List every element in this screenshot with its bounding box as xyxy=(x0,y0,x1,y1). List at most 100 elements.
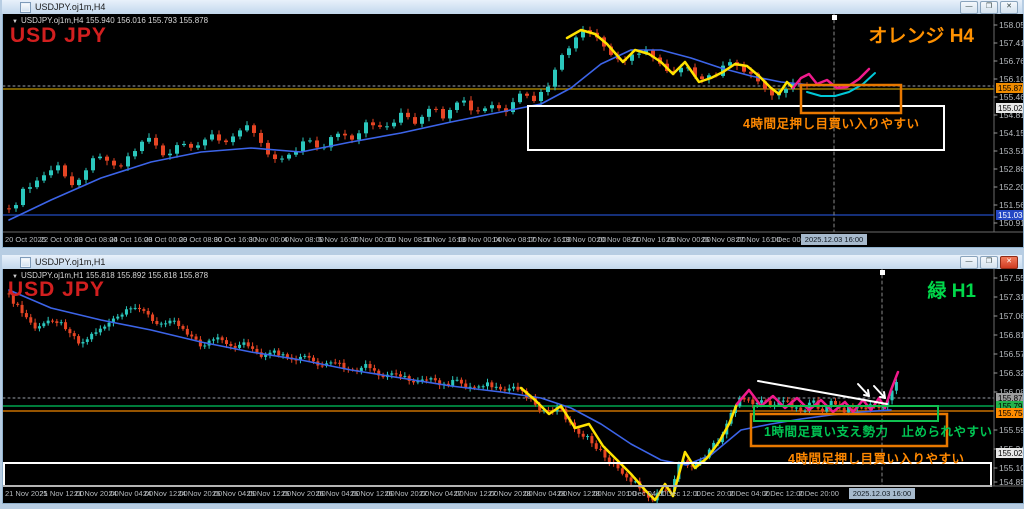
candle-down xyxy=(7,208,11,210)
candle-down xyxy=(277,350,281,356)
candle-down xyxy=(763,81,767,89)
candle-down xyxy=(64,322,68,330)
candle-up xyxy=(679,67,683,73)
candle-down xyxy=(525,93,529,96)
chart-area-h4[interactable]: 158.055 157.410 156.765 156.105 155.460 154.8… xyxy=(2,14,1024,248)
candle-up xyxy=(238,344,242,348)
candle-down xyxy=(377,370,381,376)
annotation-box[interactable] xyxy=(753,405,939,422)
candle-down xyxy=(194,336,198,340)
candle-down xyxy=(312,357,315,362)
window-titlebar-h4[interactable]: USDJPY.oj1m,H4 — ❐ ✕ xyxy=(2,0,1022,15)
price-tick-label: 156.570 xyxy=(999,349,1023,359)
candle-down xyxy=(181,326,185,329)
time-tick-label: 24 Nov 04:00 xyxy=(109,489,154,498)
candle-down xyxy=(333,362,337,364)
price-tick-label: 158.055 xyxy=(999,20,1023,30)
price-tick-label: 156.105 xyxy=(999,74,1023,84)
candle-down xyxy=(629,477,633,482)
candle-up xyxy=(694,462,698,467)
restore-button[interactable]: ❐ xyxy=(980,256,998,269)
candle-up xyxy=(894,382,898,391)
candle-down xyxy=(378,125,382,127)
time-tick-label: 1 Dec 20:00 xyxy=(695,489,735,498)
zigzag-line xyxy=(565,28,795,96)
candle-up xyxy=(216,337,220,340)
candle-down xyxy=(503,389,507,391)
candle-up xyxy=(633,481,637,483)
time-tick-label: 17 Nov 16:00 xyxy=(527,235,572,244)
time-tick-label: 2 Dec 20:00 xyxy=(799,489,839,498)
candle-down xyxy=(371,122,375,126)
time-tick-label: 21 Nov 2025 xyxy=(5,489,48,498)
time-tick-label: 14 Nov 08:00 xyxy=(492,235,537,244)
candle-down xyxy=(70,176,74,186)
chart-area-h1[interactable]: 157.555 157.310 157.060 156.815 156.570 156.3… xyxy=(2,269,1024,504)
candle-down xyxy=(577,428,581,434)
candle-up xyxy=(264,354,268,357)
close-button[interactable]: ✕ xyxy=(1000,256,1018,269)
candle-down xyxy=(469,100,473,111)
h1-candlestick-chart[interactable]: 157.555 157.310 157.060 156.815 156.570 156.3… xyxy=(3,269,1023,503)
candle-up xyxy=(416,381,420,383)
candle-down xyxy=(529,397,533,399)
candle-up xyxy=(429,378,433,380)
window-title: USDJPY.oj1m,H1 xyxy=(35,257,106,267)
candle-up xyxy=(518,93,522,103)
line-handle[interactable] xyxy=(880,270,885,275)
candle-down xyxy=(155,320,159,324)
price-level-text: 151.033 xyxy=(998,211,1023,220)
time-highlight-label xyxy=(801,234,867,245)
candle-down xyxy=(546,410,550,412)
candle-down xyxy=(413,117,417,124)
h4-candlestick-chart[interactable]: 158.055 157.410 156.765 156.105 155.460 154.8… xyxy=(3,14,1023,247)
candle-down xyxy=(63,165,67,177)
time-tick-label: 24 Nov 20:00 xyxy=(178,489,223,498)
moving-average-line xyxy=(8,289,892,466)
candle-up xyxy=(140,141,144,152)
annotation-box[interactable] xyxy=(749,412,949,448)
annotation-box[interactable] xyxy=(527,105,945,151)
candle-up xyxy=(59,322,63,324)
candle-up xyxy=(268,352,272,355)
close-button[interactable]: ✕ xyxy=(1000,1,1018,14)
candle-down xyxy=(33,322,37,329)
candle-down xyxy=(581,433,585,437)
candle-up xyxy=(298,356,302,361)
candle-up xyxy=(203,139,207,146)
candle-down xyxy=(225,340,228,344)
candle-down xyxy=(273,154,277,160)
time-tick-label: 28 Oct 00:00 xyxy=(144,235,187,244)
candle-up xyxy=(390,373,394,375)
candle-up xyxy=(81,341,85,344)
window-titlebar-h1[interactable]: USDJPY.oj1m,H1 — ❐ ✕ xyxy=(2,255,1022,270)
line-handle[interactable] xyxy=(832,15,837,20)
time-tick-label: 26 Nov 12:00 xyxy=(350,489,395,498)
candle-down xyxy=(20,304,24,314)
window-title: USDJPY.oj1m,H4 xyxy=(35,2,106,12)
candle-down xyxy=(220,337,224,341)
candle-up xyxy=(238,130,242,137)
candle-up xyxy=(420,116,424,124)
candle-up xyxy=(403,376,407,378)
candle-up xyxy=(182,143,186,146)
price-level-label xyxy=(996,408,1023,418)
candle-down xyxy=(372,368,376,371)
candle-up xyxy=(707,75,711,80)
time-tick-label: 21 Nov 16:00 xyxy=(631,235,676,244)
maximize-button[interactable]: ❐ xyxy=(980,1,998,14)
candle-up xyxy=(329,362,333,364)
minimize-button[interactable]: — xyxy=(960,256,978,269)
candle-down xyxy=(425,379,429,381)
candle-down xyxy=(307,355,311,358)
price-tick-label: 154.855 xyxy=(999,477,1023,487)
chart-background xyxy=(3,269,1023,503)
time-tick-label: 27 Nov 12:00 xyxy=(454,489,499,498)
candle-down xyxy=(185,328,189,335)
candle-down xyxy=(342,362,346,369)
candle-up xyxy=(272,350,276,353)
time-tick-label: 27 Nov 20:00 xyxy=(488,489,533,498)
minimize-button[interactable]: — xyxy=(960,1,978,14)
annotation-box[interactable] xyxy=(799,83,903,115)
